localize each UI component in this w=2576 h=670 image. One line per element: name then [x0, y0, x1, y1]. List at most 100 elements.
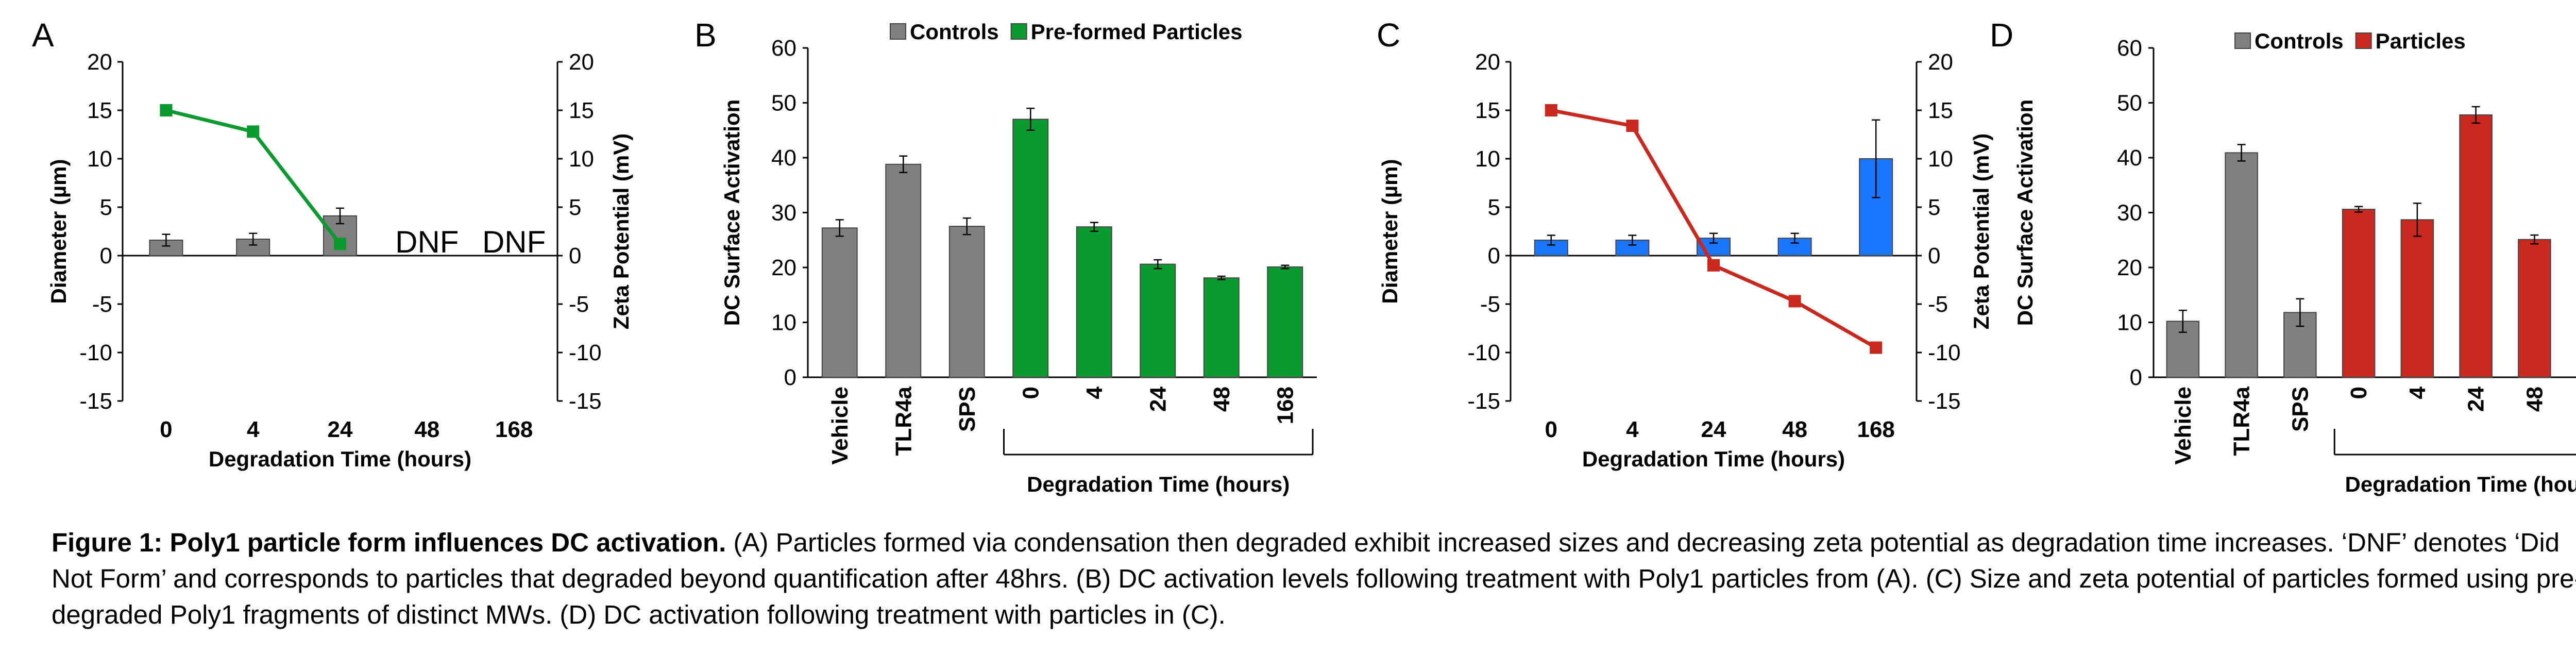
y-tick-label-left: 15	[87, 98, 112, 123]
x-tick-label: 24	[2464, 386, 2489, 411]
y-axis-title: DC Surface Activation	[2013, 99, 2037, 326]
zeta-marker	[160, 104, 173, 116]
bar	[1203, 277, 1240, 378]
y-axis-title: DC Surface Activation	[720, 99, 744, 326]
bar	[2225, 152, 2258, 378]
y-tick-label-right: 10	[569, 146, 594, 172]
y-tick-label-right: 0	[1928, 243, 1940, 269]
y-tick-label-left: -5	[1480, 292, 1500, 317]
zeta-marker	[1707, 259, 1720, 272]
x-tick-label: SPS	[955, 387, 980, 432]
bar	[1140, 263, 1176, 378]
y-axis-title-left: Diameter (µm)	[1378, 159, 1402, 304]
y-tick-label-left: -15	[1467, 389, 1500, 414]
panel-letter: C	[1377, 16, 1400, 54]
x-tick-label: 24	[328, 417, 353, 442]
x-axis-title: Degradation Time (hours)	[2345, 472, 2576, 496]
y-tick-label-right: 0	[569, 243, 581, 269]
legend-label: Controls	[2255, 29, 2344, 53]
bar	[2342, 209, 2376, 378]
panel-letter: B	[694, 16, 717, 54]
zeta-marker	[1870, 341, 1883, 354]
y-tick-label-right: -15	[1928, 389, 1961, 414]
y-tick-label: 0	[2130, 365, 2142, 390]
x-tick-label: 4	[247, 417, 260, 442]
y-tick-label-right: 15	[1928, 98, 1953, 123]
panel-letter: D	[1990, 16, 2013, 54]
y-tick-label-right: 10	[1928, 146, 1953, 172]
dnf-annotation: DNF	[482, 225, 546, 259]
y-tick-label: 0	[784, 365, 796, 390]
x-tick-label: 24	[1145, 386, 1171, 411]
y-tick-label: 20	[771, 255, 796, 280]
bar	[2400, 219, 2434, 378]
y-tick-label-left: 15	[1475, 98, 1500, 123]
y-tick-label-right: -10	[569, 340, 602, 365]
x-tick-label: TLR4a	[2229, 386, 2255, 456]
y-tick-label-right: -5	[569, 292, 589, 317]
x-tick-label: 0	[2346, 387, 2371, 399]
x-axis-title: Degradation Time (hours)	[1027, 472, 1290, 496]
y-tick-label: 10	[771, 310, 796, 336]
y-tick-label-left: -10	[79, 340, 112, 365]
y-tick-label-right: -15	[569, 389, 602, 414]
legend-swatch	[2234, 32, 2251, 49]
y-tick-label: 30	[2117, 200, 2142, 226]
legend-swatch	[1010, 23, 1027, 40]
y-tick-label-right: 15	[569, 98, 594, 123]
y-tick-label-right: -5	[1928, 292, 1948, 317]
x-tick-label: TLR4a	[891, 386, 916, 456]
x-tick-label: 0	[1545, 417, 1557, 442]
legend-swatch	[890, 23, 906, 40]
x-tick-label: 168	[1273, 387, 1298, 424]
y-tick-label-left: 0	[100, 243, 112, 269]
y-tick-label: 60	[2117, 36, 2142, 61]
x-tick-label: 0	[160, 417, 172, 442]
bar	[1012, 119, 1049, 378]
panel-c: C -15 -15 -10 -10 -5 -5 0 0 5 5 10 10 15 15 20 20 Diamete…	[1377, 16, 1993, 471]
y-tick-label-left: -5	[92, 292, 112, 317]
bar	[821, 227, 858, 378]
x-tick-label: SPS	[2287, 387, 2313, 432]
y-tick-label-left: 10	[1475, 146, 1500, 172]
zeta-potential-line	[1551, 108, 1877, 349]
x-axis-title: Degradation Time (hours)	[209, 447, 471, 471]
x-tick-label: 48	[2522, 387, 2547, 412]
y-tick-label-right: 5	[1928, 195, 1940, 220]
y-tick-label-right: 5	[569, 195, 581, 220]
y-axis-title-right: Zeta Potential (mV)	[1969, 133, 1993, 329]
legend-label: Pre-formed Particles	[1031, 20, 1243, 44]
x-tick-label: 0	[1018, 387, 1043, 399]
y-tick-label-right: 20	[569, 49, 594, 75]
zeta-marker	[1626, 120, 1639, 132]
figure-panels: A -15 -15 -10 -10 -5 -5 0 0 5 5 10 10 15 15 20 20 Diamete…	[32, 16, 2576, 496]
y-axis-title-left: Diameter (µm)	[46, 159, 71, 304]
dnf-annotation: DNF	[395, 225, 459, 259]
x-tick-label: Vehicle	[827, 387, 853, 465]
bar	[2518, 239, 2551, 378]
figure-caption: Figure 1: Poly1 particle form influences…	[52, 525, 2576, 633]
legend-label: Controls	[910, 20, 999, 44]
y-tick-label-right: 20	[1928, 49, 1953, 75]
bar	[885, 163, 922, 378]
caption-title: Figure 1: Poly1 particle form influences…	[52, 528, 726, 557]
y-tick-label: 40	[2117, 145, 2142, 171]
y-tick-label-left: -10	[1467, 340, 1500, 365]
y-tick-label-left: -15	[79, 389, 112, 414]
x-tick-label: 4	[1626, 417, 1639, 442]
y-tick-label-left: 0	[1488, 243, 1500, 269]
x-tick-label: 4	[2405, 386, 2430, 399]
legend-label: Particles	[2376, 29, 2466, 53]
x-tick-label: Vehicle	[2171, 387, 2196, 465]
bar	[948, 226, 985, 378]
caption-body: (A) Particles formed via condensation th…	[52, 528, 2576, 629]
zeta-marker	[334, 238, 346, 250]
y-tick-label: 30	[771, 200, 796, 226]
x-axis-title: Degradation Time (hours)	[1582, 447, 1845, 471]
x-tick-label: 48	[414, 417, 439, 442]
panel-letter: A	[32, 16, 54, 54]
zeta-marker	[1788, 295, 1801, 308]
x-tick-label: 24	[1701, 417, 1726, 442]
